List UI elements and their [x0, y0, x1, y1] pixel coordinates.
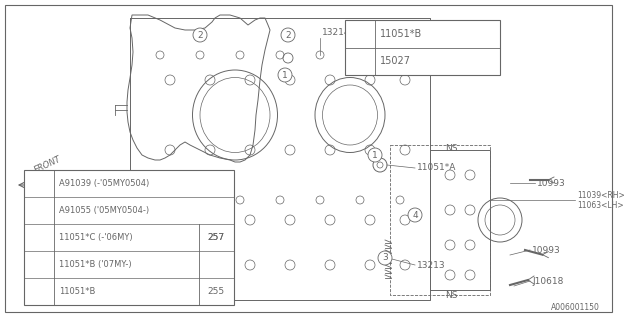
Text: 2: 2 [162, 173, 168, 182]
Text: 11051*A: 11051*A [417, 163, 456, 172]
Circle shape [393, 44, 401, 52]
Bar [430, 150, 490, 290]
Text: 3: 3 [37, 179, 43, 188]
Circle shape [158, 171, 172, 185]
Text: A91055 ('05MY0504-): A91055 ('05MY0504-) [59, 206, 149, 215]
Text: 4: 4 [412, 211, 418, 220]
Text: 3: 3 [382, 253, 388, 262]
Text: 13214: 13214 [322, 28, 351, 36]
Text: 11051*B: 11051*B [380, 29, 422, 39]
Text: A91039 (-'05MY0504): A91039 (-'05MY0504) [59, 179, 149, 188]
Circle shape [278, 68, 292, 82]
Circle shape [158, 251, 172, 265]
Circle shape [32, 229, 48, 245]
Text: 11039<RH>: 11039<RH> [577, 190, 625, 199]
Text: 11051*B ('07MY-): 11051*B ('07MY-) [59, 260, 132, 269]
Text: 11063<LH>: 11063<LH> [577, 201, 623, 210]
Circle shape [281, 28, 295, 42]
Text: 1: 1 [372, 150, 378, 159]
Bar [24, 170, 234, 305]
Text: 13213: 13213 [417, 260, 445, 269]
Text: 255: 255 [207, 287, 225, 296]
Text: 10993: 10993 [532, 245, 561, 254]
Text: FRONT: FRONT [33, 155, 63, 175]
Circle shape [283, 53, 293, 63]
Text: 2: 2 [162, 253, 168, 262]
Text: NS: NS [445, 291, 458, 300]
Circle shape [378, 251, 392, 265]
Text: 15027: 15027 [380, 56, 411, 66]
Circle shape [32, 175, 48, 191]
Text: 1: 1 [357, 29, 363, 38]
Text: A006001150: A006001150 [551, 303, 600, 312]
Circle shape [373, 158, 387, 172]
Text: 11051*B: 11051*B [59, 287, 95, 296]
Circle shape [368, 148, 382, 162]
Circle shape [358, 44, 366, 52]
Text: 2: 2 [357, 57, 363, 66]
Text: 2: 2 [285, 30, 291, 39]
Circle shape [353, 54, 367, 68]
Text: 11051*C (-'06MY): 11051*C (-'06MY) [59, 233, 132, 242]
Text: NS: NS [445, 143, 458, 153]
Text: 1: 1 [282, 70, 288, 79]
Text: 10993: 10993 [537, 179, 566, 188]
Bar [345, 20, 500, 75]
Circle shape [408, 208, 422, 222]
Text: 257: 257 [207, 233, 225, 242]
Text: J10618: J10618 [532, 276, 563, 285]
Text: 257: 257 [207, 233, 225, 242]
Circle shape [353, 27, 367, 41]
Circle shape [193, 28, 207, 42]
Text: 2: 2 [197, 30, 203, 39]
Text: 4: 4 [37, 233, 43, 242]
